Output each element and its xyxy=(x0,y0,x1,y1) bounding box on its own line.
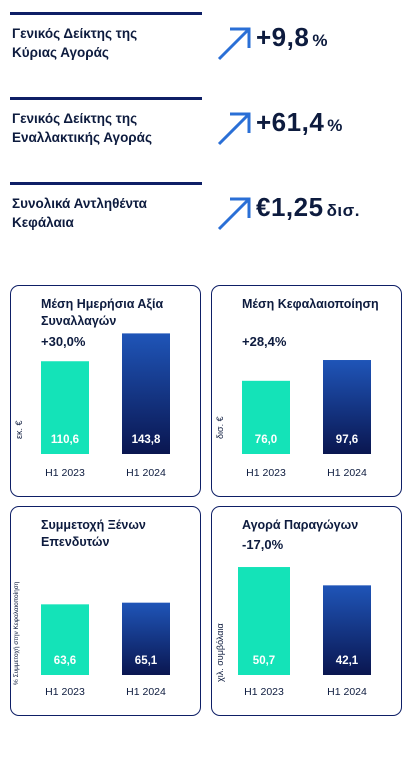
chart-panel-daily-value: Μέση Ημερήσια Αξία Συναλλαγών +30,0% εκ.… xyxy=(10,285,201,497)
category-label: H1 2024 xyxy=(126,686,166,698)
bar-h1-2023 xyxy=(238,567,290,675)
chart-change: -17,0% xyxy=(242,537,284,552)
bar-value-label: 110,6 xyxy=(51,434,79,446)
category-label: H1 2023 xyxy=(45,467,85,479)
bar-h1-2023 xyxy=(41,604,89,675)
arrow-up-right-icon xyxy=(217,112,251,146)
chart-title: Συμμετοχή Ξένων Επενδυτών xyxy=(41,518,146,549)
chart-panel-derivatives: Αγορά Παραγώγων -17,0% χιλ. συμβόλαια 50… xyxy=(211,506,402,716)
bar-value-label: 143,8 xyxy=(132,434,161,446)
bar-h1-2024 xyxy=(122,333,170,454)
kpi-capital-raised: Συνολικά Αντληθέντα Κεφάλαια €1,25 δισ. xyxy=(10,182,402,242)
chart-panel-foreign-investors: Συμμετοχή Ξένων Επενδυτών % Συμμετοχή στ… xyxy=(10,506,201,716)
bar-chart: 50,7 H1 2023 42,1 H1 2024 xyxy=(238,567,371,698)
category-label: H1 2024 xyxy=(327,467,367,479)
kpi-divider xyxy=(10,12,202,15)
bar-h1-2023 xyxy=(242,380,290,454)
kpi-value: +9,8% xyxy=(256,22,328,52)
kpi-label: Γενικός Δείκτης της Εναλλακτικής Αγοράς xyxy=(12,111,152,145)
chart-title: Αγορά Παραγώγων xyxy=(242,518,359,532)
kpi-value: +61,4% xyxy=(256,107,343,137)
bar-value-label: 76,0 xyxy=(255,434,277,446)
category-label: H1 2024 xyxy=(327,686,367,698)
category-label: H1 2023 xyxy=(244,686,284,698)
bar-chart: 110,6 H1 2023 143,8 H1 2024 xyxy=(41,333,170,479)
category-label: H1 2023 xyxy=(246,467,286,479)
chart-change: +30,0% xyxy=(41,334,86,349)
bar-chart: 63,6 H1 2023 65,1 H1 2024 xyxy=(41,602,170,698)
chart-change: +28,4% xyxy=(242,334,287,349)
bar-h1-2024 xyxy=(323,360,371,454)
kpi-label: Συνολικά Αντληθέντα Κεφάλαια xyxy=(12,196,147,230)
bar-h1-2024 xyxy=(122,602,170,675)
bar-h1-2024 xyxy=(323,585,371,675)
bar-h1-2023 xyxy=(41,361,89,454)
bar-value-label: 42,1 xyxy=(336,655,359,667)
bar-chart: 76,0 H1 2023 97,6 H1 2024 xyxy=(242,360,371,479)
kpi-divider xyxy=(10,97,202,100)
kpi-divider xyxy=(10,182,202,185)
category-label: H1 2023 xyxy=(45,686,85,698)
chart-panel-capitalization: Μέση Κεφαλαιοποίηση +28,4% δισ. € 76,0 H1… xyxy=(211,285,402,497)
bar-value-label: 97,6 xyxy=(336,434,358,446)
kpi-main-market: Γενικός Δείκτης της Κύριας Αγοράς +9,8% xyxy=(10,12,402,72)
arrow-up-right-icon xyxy=(217,27,251,61)
chart-title: Μέση Κεφαλαιοποίηση xyxy=(242,297,379,311)
kpi-alternative-market: Γενικός Δείκτης της Εναλλακτικής Αγοράς … xyxy=(10,97,402,157)
bar-value-label: 63,6 xyxy=(54,655,76,667)
kpi-label: Γενικός Δείκτης της Κύριας Αγοράς xyxy=(12,26,138,60)
chart-title: Μέση Ημερήσια Αξία Συναλλαγών xyxy=(41,297,164,328)
bar-value-label: 65,1 xyxy=(135,655,158,667)
category-label: H1 2024 xyxy=(126,467,166,479)
bar-value-label: 50,7 xyxy=(253,655,275,667)
arrow-up-right-icon xyxy=(217,197,251,231)
kpi-value: €1,25 δισ. xyxy=(256,192,360,222)
